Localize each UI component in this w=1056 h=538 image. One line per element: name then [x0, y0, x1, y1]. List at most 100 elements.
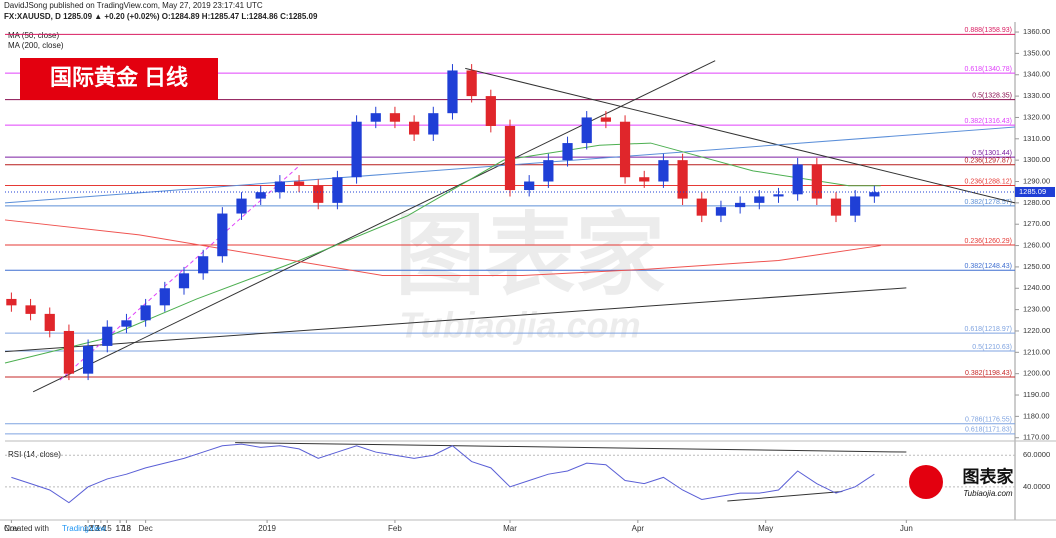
y-tick-label: 1320.00 — [1023, 112, 1050, 121]
y-tick-label: 1340.00 — [1023, 70, 1050, 79]
candle-body — [217, 213, 228, 257]
candle-body — [428, 113, 439, 135]
last-price: 1285.09 — [1019, 187, 1046, 196]
fib-level-label: 0.786(1176.55) — [965, 417, 1012, 424]
fib-level-label: 0.382(1198.43) — [965, 370, 1012, 377]
x-tick-label: Feb — [388, 524, 402, 533]
x-tick-label: 17 — [116, 524, 125, 533]
candle-body — [581, 117, 592, 144]
candle-body — [351, 121, 362, 178]
candle-body — [754, 196, 765, 203]
y-tick-label: 1210.00 — [1023, 347, 1050, 356]
y-tick-label: 1200.00 — [1023, 369, 1050, 378]
candle-body — [447, 70, 458, 114]
symbol-line: FX:XAUUSD, D 1285.09 ▲ +0.20 (+0.02%) O:… — [4, 12, 318, 21]
x-tick-label: Jun — [900, 524, 913, 533]
fib-level-label: 0.5(1301.44) — [972, 150, 1012, 157]
y-tick-label: 1360.00 — [1023, 27, 1050, 36]
candle-body — [140, 305, 151, 321]
candle-body — [504, 125, 516, 191]
candle-body — [25, 305, 36, 314]
candle-body — [121, 320, 132, 327]
candle-body — [370, 113, 381, 122]
candle-body — [658, 160, 669, 182]
candle-body — [159, 288, 170, 306]
y-tick-label: 1310.00 — [1023, 134, 1050, 143]
y-tick-label: 1330.00 — [1023, 91, 1050, 100]
trendline — [465, 67, 1016, 204]
y-tick-label: 1220.00 — [1023, 326, 1050, 335]
candle-body — [543, 160, 554, 182]
y-tick-label: 1300.00 — [1023, 155, 1050, 164]
candle-body — [677, 160, 688, 199]
candle-body — [485, 96, 496, 126]
last-price-box — [1015, 186, 1055, 197]
candle-body — [63, 330, 75, 374]
publisher: DavidJSong published on TradingView.com,… — [4, 1, 263, 10]
candle-body — [619, 121, 631, 178]
x-tick-label: Mar — [503, 524, 517, 533]
fib-level-label: 0.382(1316.43) — [965, 118, 1012, 125]
fib-level-label: 0.5(1210.63) — [972, 344, 1012, 351]
trendline — [32, 60, 716, 393]
candle-body — [255, 192, 266, 199]
badge: 国际黄金 日线 — [50, 65, 188, 90]
candle-body — [198, 256, 209, 274]
candle-body — [409, 121, 420, 135]
logo-icon — [909, 465, 943, 499]
created-with: Created with — [4, 524, 49, 533]
fib-level-label: 0.888(1358.93) — [965, 27, 1012, 34]
x-tick-label: 18 — [122, 524, 131, 533]
badge-box — [20, 58, 218, 100]
candle-body — [102, 326, 113, 346]
ma200-label: MA (200, close) — [8, 41, 64, 50]
fib-level-label: 0.236(1260.29) — [965, 238, 1012, 245]
x-tick-label: 14 — [96, 524, 105, 533]
y-tick-label: 1170.00 — [1023, 433, 1050, 442]
ma50-label: MA (50, close) — [8, 31, 59, 40]
candle-body — [792, 164, 803, 195]
y-tick-label: 1350.00 — [1023, 48, 1050, 57]
x-tick-label: 13 — [90, 524, 99, 533]
candle-body — [696, 198, 707, 216]
fib-level-label: 0.618(1340.78) — [965, 66, 1012, 73]
brand: TradingView — [62, 524, 106, 533]
candle-body — [44, 313, 55, 331]
candle-body — [600, 117, 611, 122]
fib-level-label: 0.5(1328.35) — [972, 92, 1012, 99]
candle-body — [313, 185, 324, 203]
x-tick-label: 15 — [103, 524, 112, 533]
candle-body — [524, 181, 535, 191]
x-tick-label: May — [758, 524, 773, 533]
rsi-title: RSI (14, close) — [8, 450, 61, 459]
x-tick-label: 12 — [84, 524, 93, 533]
candle-body — [274, 181, 285, 193]
candle-body — [830, 198, 842, 216]
ma-line — [4, 219, 881, 276]
fib-level-label: 0.236(1297.87) — [965, 158, 1012, 165]
x-tick-label: 2019 — [258, 524, 276, 533]
candle-body — [562, 143, 573, 161]
candle-body — [811, 164, 822, 199]
y-tick-label: 1290.00 — [1023, 176, 1050, 185]
candle-body — [6, 298, 17, 306]
y-tick-label: 1230.00 — [1023, 305, 1050, 314]
y-tick-label: 1270.00 — [1023, 219, 1050, 228]
candle-body — [389, 113, 401, 122]
x-tick-label: Apr — [632, 524, 645, 533]
candle-body — [332, 177, 343, 203]
rsi-trendline — [235, 442, 907, 453]
logo: 图表家 — [963, 466, 1014, 486]
candle-body — [293, 181, 305, 186]
candle-body — [639, 177, 650, 182]
candle-body — [850, 196, 861, 216]
x-tick-label: 18 — [122, 524, 131, 533]
y-tick-label: 1280.00 — [1023, 198, 1050, 207]
fib-level-label: 0.382(1248.43) — [965, 263, 1012, 270]
rsi-trendline — [727, 491, 843, 502]
rsi-tick-label: 60.0000 — [1023, 450, 1050, 459]
candle-body — [466, 70, 477, 97]
rsi-line — [11, 443, 875, 504]
fib-level-label: 0.236(1288.12) — [965, 178, 1012, 185]
